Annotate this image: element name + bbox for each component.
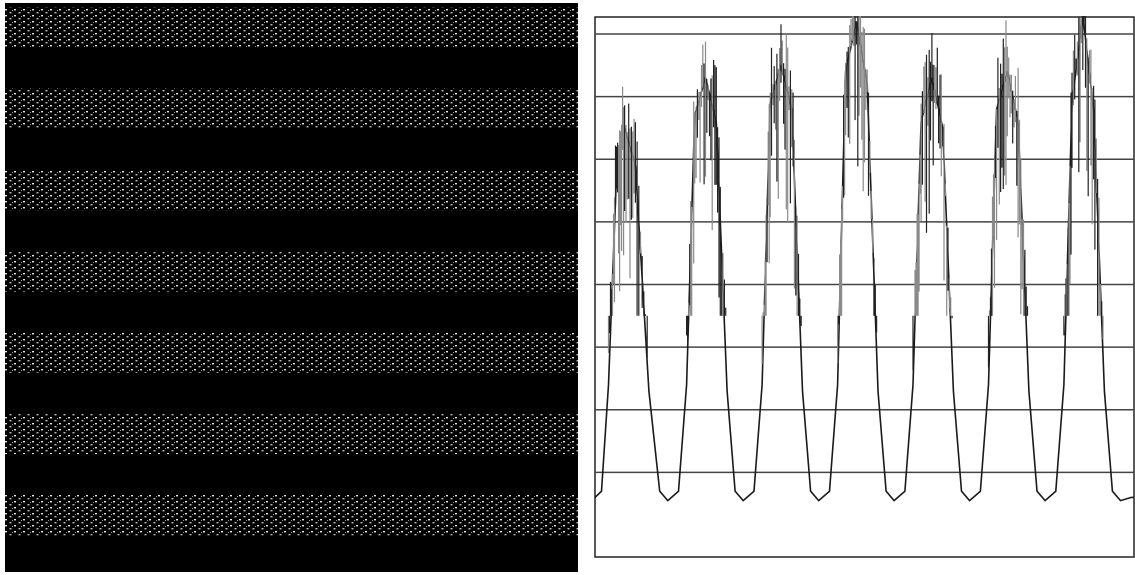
bright-band xyxy=(5,250,578,292)
bright-band xyxy=(5,413,578,455)
bright-band xyxy=(5,7,578,48)
intensity-profile-chart xyxy=(594,16,1135,558)
profile-traces xyxy=(594,16,1134,502)
bright-band xyxy=(5,332,578,373)
bright-bands xyxy=(5,7,578,536)
bright-band xyxy=(5,169,578,211)
bright-band xyxy=(5,494,578,536)
striped-micrograph xyxy=(5,3,578,572)
bright-band xyxy=(5,88,578,129)
